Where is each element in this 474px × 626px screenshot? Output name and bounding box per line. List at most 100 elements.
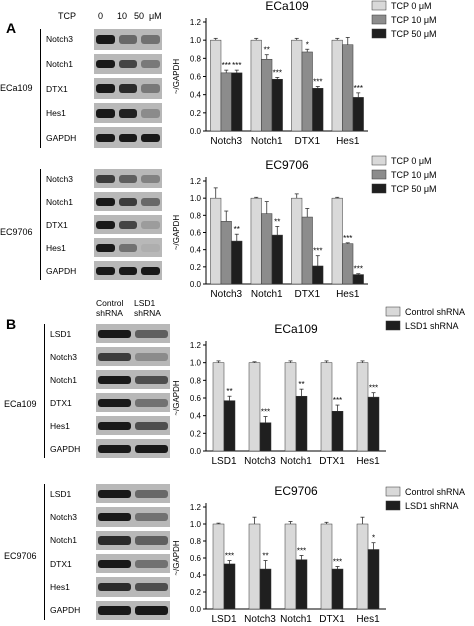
significance-label: ***	[232, 61, 241, 70]
y-tick-label: 0.2	[190, 429, 202, 438]
blot-row-label: Notch1	[46, 196, 73, 207]
blot-row-label: LSD1	[50, 488, 72, 499]
y-axis-label: ~/GAPDH	[172, 380, 181, 416]
blot-band	[96, 59, 115, 69]
blot-bracket	[40, 169, 41, 280]
significance-label: **	[298, 380, 304, 389]
bar	[331, 197, 343, 285]
bar	[291, 197, 303, 285]
significance-label: **	[234, 225, 240, 234]
bar	[320, 523, 333, 610]
legend-label: TCP 10 μM	[391, 15, 437, 25]
blot-band	[135, 352, 168, 361]
blot-strip	[94, 53, 162, 75]
blot-band	[135, 329, 168, 338]
y-tick-label: 0.8	[190, 54, 202, 63]
blot-band	[98, 375, 131, 384]
blot-row-label: Notch3	[50, 351, 77, 362]
bar	[367, 396, 380, 452]
significance-label: ***	[222, 61, 231, 70]
blot-band	[98, 559, 131, 568]
blot-band	[98, 489, 131, 498]
blot-row-label: Hes1	[46, 242, 66, 253]
blot-band	[96, 108, 115, 118]
bar	[231, 72, 243, 132]
y-tick-label: 0.0	[190, 447, 202, 456]
dose-50: 50	[134, 11, 145, 21]
blot-band	[98, 398, 131, 407]
x-tick-label: Notch3	[210, 136, 242, 147]
y-tick-label: 0.0	[190, 605, 202, 614]
bar	[271, 78, 283, 132]
bar	[231, 240, 243, 285]
blot-band	[96, 133, 115, 143]
blot-row-label: GAPDH	[50, 605, 81, 616]
blot-row-label: Notch1	[50, 535, 77, 546]
blot-band	[118, 220, 138, 229]
bar	[301, 51, 313, 132]
blot-band	[96, 197, 115, 206]
chart-title: EC9706	[274, 484, 318, 498]
bar	[342, 243, 354, 285]
bar	[210, 39, 222, 132]
bar-chart-tcp-ec9706: EC9706 ~/GAPDH 0.0 0.2 0.4 0.6 0.8 1.0 1.2 ** Notc…	[172, 155, 437, 300]
y-tick-label: 1.2	[190, 18, 202, 27]
blot-band	[141, 197, 160, 206]
significance-label: ***	[273, 68, 282, 77]
significance-label: ***	[333, 396, 342, 405]
x-tick-label: Notch1	[280, 614, 312, 625]
blot-strip	[94, 261, 162, 280]
blot-strip	[94, 29, 162, 50]
blot-row-label: Notch1	[50, 374, 77, 385]
blot-band	[141, 220, 160, 229]
y-tick-label: 1.2	[190, 341, 202, 350]
bar	[352, 274, 364, 285]
x-tick-label: LSD1	[211, 456, 236, 467]
blot-strip	[94, 102, 162, 124]
significance-label: ***	[354, 84, 363, 93]
y-tick-label: 0.8	[190, 376, 202, 385]
blot-band	[118, 197, 138, 206]
dose-unit: μM	[149, 11, 162, 21]
legend-swatch	[371, 28, 387, 39]
blot-band	[98, 536, 131, 545]
blot-band	[135, 444, 168, 453]
significance-label: **	[262, 552, 268, 561]
x-tick-label: Notch3	[244, 456, 276, 467]
blot-band	[118, 59, 138, 69]
cell-line-label: ECa109	[0, 83, 33, 93]
y-tick-label: 0.2	[190, 263, 202, 272]
x-tick-label: DTX1	[294, 289, 320, 300]
bar	[291, 39, 303, 132]
legend-swatch	[371, 169, 387, 180]
blot-band	[141, 35, 160, 44]
blot-row-label: Hes1	[50, 582, 70, 592]
bar	[220, 72, 232, 132]
x-tick-label: Notch1	[251, 289, 283, 300]
y-tick-label: 0.2	[190, 109, 202, 118]
blot-strip	[96, 370, 170, 389]
blot-strip	[96, 577, 170, 597]
blot-band	[98, 352, 131, 361]
blot-row-label: Notch3	[50, 512, 77, 522]
blot-band	[118, 133, 138, 143]
x-tick-label: Hes1	[356, 614, 380, 625]
panel-letter-b: B	[6, 316, 17, 332]
chart-title: EC9706	[265, 158, 309, 172]
legend-label: Control shRNA	[405, 487, 465, 497]
y-tick-label: 0.6	[190, 554, 202, 563]
bar	[223, 563, 236, 610]
y-tick-label: 0.0	[190, 280, 202, 289]
significance-label: ***	[354, 265, 363, 274]
y-tick-label: 1.0	[190, 194, 202, 203]
legend-swatch	[371, 155, 387, 166]
bar	[210, 197, 222, 285]
blot-strip	[96, 324, 170, 343]
legend-swatch	[371, 14, 387, 25]
y-tick-label: 0.4	[190, 91, 202, 100]
y-tick-label: 1.2	[190, 177, 202, 186]
blot-band	[96, 243, 115, 252]
legend-label: TCP 50 μM	[391, 184, 437, 194]
bar	[271, 234, 283, 285]
significance-label: *	[372, 534, 375, 543]
